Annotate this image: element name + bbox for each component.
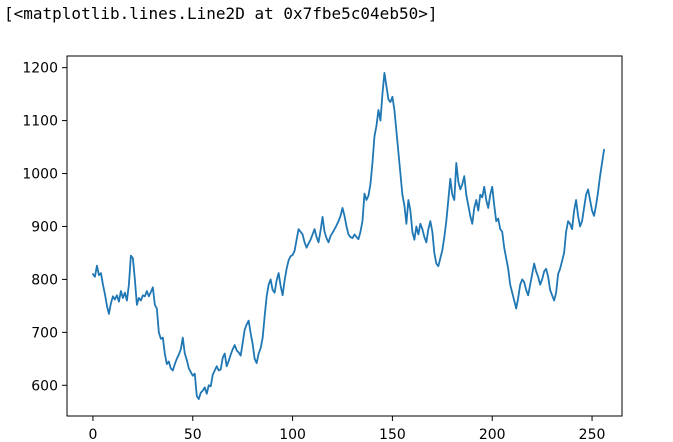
y-tick-label: 900 bbox=[31, 219, 58, 235]
x-tick-label: 200 bbox=[479, 427, 506, 442]
x-tick-label: 0 bbox=[88, 427, 97, 442]
x-tick-label: 100 bbox=[279, 427, 306, 442]
y-tick-label: 800 bbox=[31, 272, 58, 288]
y-tick-label: 1200 bbox=[22, 61, 58, 77]
y-tick-label: 700 bbox=[31, 325, 58, 341]
cell-output-repr: [<matplotlib.lines.Line2D at 0x7fbe5c04e… bbox=[4, 4, 438, 23]
x-tick-label: 50 bbox=[184, 427, 202, 442]
series-line bbox=[92, 72, 605, 400]
plot-frame bbox=[66, 55, 623, 417]
x-tick-label: 150 bbox=[379, 427, 406, 442]
y-tick-label: 600 bbox=[31, 378, 58, 394]
x-tick-label: 250 bbox=[579, 427, 606, 442]
plot-area: 0 50 100 150 200 250 600 700 800 900 1000 1100 1200 bbox=[22, 55, 623, 442]
y-tick-label: 1100 bbox=[22, 114, 58, 130]
y-tick-label: 1000 bbox=[22, 167, 58, 183]
